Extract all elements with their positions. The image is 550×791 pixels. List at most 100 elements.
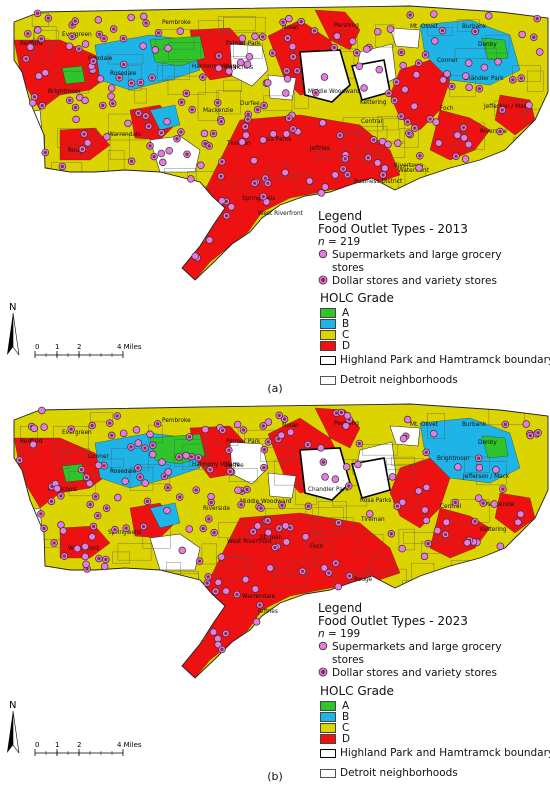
neighborhood-boundary [403,532,437,544]
neighborhood-label: Middle Woodward [308,89,360,95]
dollar-store-point [312,89,320,97]
dollar-store-point [22,55,30,63]
supermarket-point [321,473,329,481]
dollar-store-point [207,498,216,507]
neighborhood-boundary [162,61,190,80]
blank-area [267,472,297,499]
supermarket-point [354,460,362,469]
supermarket-point [464,140,473,149]
supermarket-point [484,12,493,20]
dollar-store-point [106,419,114,427]
legend-subtitle: Food Outlet Types - 2023 [318,614,468,628]
neighborhood-boundary [391,456,415,466]
north-arrow-icon: N [7,302,20,356]
neighborhood-boundary [312,507,344,535]
supermarket-point [421,506,429,514]
neighborhood-boundary [421,541,459,554]
scale-label: 4 Miles [117,741,142,749]
hamtramck-boundary [350,457,391,499]
dollar-store-point [146,142,154,150]
supermarket-point [414,487,423,495]
dollar-store-point [177,128,185,136]
supermarket-point [225,67,233,76]
supermarket-point [342,422,350,430]
neighborhood-boundary [244,429,276,439]
dollar-store-point [355,439,364,448]
dollar-store-point [95,554,103,563]
supermarket-point [442,518,451,527]
dollar-store-point [474,454,483,462]
dollar-store-point [471,27,479,36]
dollar-store-point [88,421,96,430]
supermarket-point [320,564,329,572]
dollar-store-point [175,453,183,461]
legend-title: Legend [318,601,363,615]
neighborhood-label: Waterfront [398,168,430,174]
supermarket-point [305,177,314,185]
supermarket-point [333,32,341,40]
dollar-store-point [40,524,48,533]
supermarket-point [218,197,226,205]
dollar-store-point [471,517,479,526]
neighborhood-label: Burbank [462,24,487,30]
supermarket-point [85,479,94,488]
neighborhood-boundary [197,92,219,121]
dollar-store-point [89,522,98,531]
supermarket-point [496,542,505,550]
supermarket-point [253,522,262,530]
supermarket-point [283,74,292,83]
neighborhood-label: Jefferson / Mack [483,104,531,110]
dollar-store-point [392,78,401,86]
supermarket-point [435,139,443,147]
dollar-store-point [226,467,234,476]
supermarket-point [227,203,236,211]
neighborhood-boundary [383,118,399,131]
dollar-store-point [345,482,353,490]
supermarket-point [375,65,384,74]
dollar-store-point [222,212,231,220]
dollar-store-point [451,498,460,507]
neighborhood-boundary [223,557,251,567]
dollar-store-point [185,433,194,441]
supermarket-point [187,175,195,183]
dollar-store-point [66,96,74,105]
neighborhood-label: Rosedale [110,469,137,475]
supermarket-point [461,72,470,80]
scale-label: 2 [77,741,81,749]
neighborhood-boundary [456,19,480,32]
neighborhood-legend-row: Detroit neighborhoods [320,374,550,386]
supermarket-point [475,463,484,472]
neighborhood-boundary [512,65,541,82]
dollar-store-point [215,52,223,60]
supermarket-point [149,450,157,459]
dollar-store-point [71,103,80,112]
dollar-store-point [426,115,434,123]
supermarket-point [281,168,289,177]
dollar-store-point [141,444,149,452]
neighborhood-label: Denby [478,42,497,48]
neighborhood-boundary [33,30,59,43]
holc-d-area [14,437,111,509]
neighborhood-boundary [90,412,113,423]
dollar-store-point [127,157,136,166]
supermarket-point [320,73,329,81]
holc-b-area [149,104,181,131]
dollar-store-point [44,14,53,23]
supermarket-point [514,518,522,526]
neighborhood-boundary [435,175,474,200]
dollar-store-point [304,440,312,449]
dollar-store-point [448,82,456,91]
supermarket-point [245,52,254,61]
supermarket-point [282,89,290,97]
supermarket-point [132,426,141,434]
dollar-store-point [264,438,273,446]
neighborhood-boundary [218,522,245,538]
dollar-store-point [283,34,292,42]
holc-d-area [494,492,536,534]
neighborhood-boundary [260,447,294,462]
neighborhood-boundary [20,134,45,153]
supermarket-point [163,117,171,126]
neighborhood-boundary [198,20,224,37]
supermarket-point [285,14,293,23]
supermarket-point [139,42,147,50]
